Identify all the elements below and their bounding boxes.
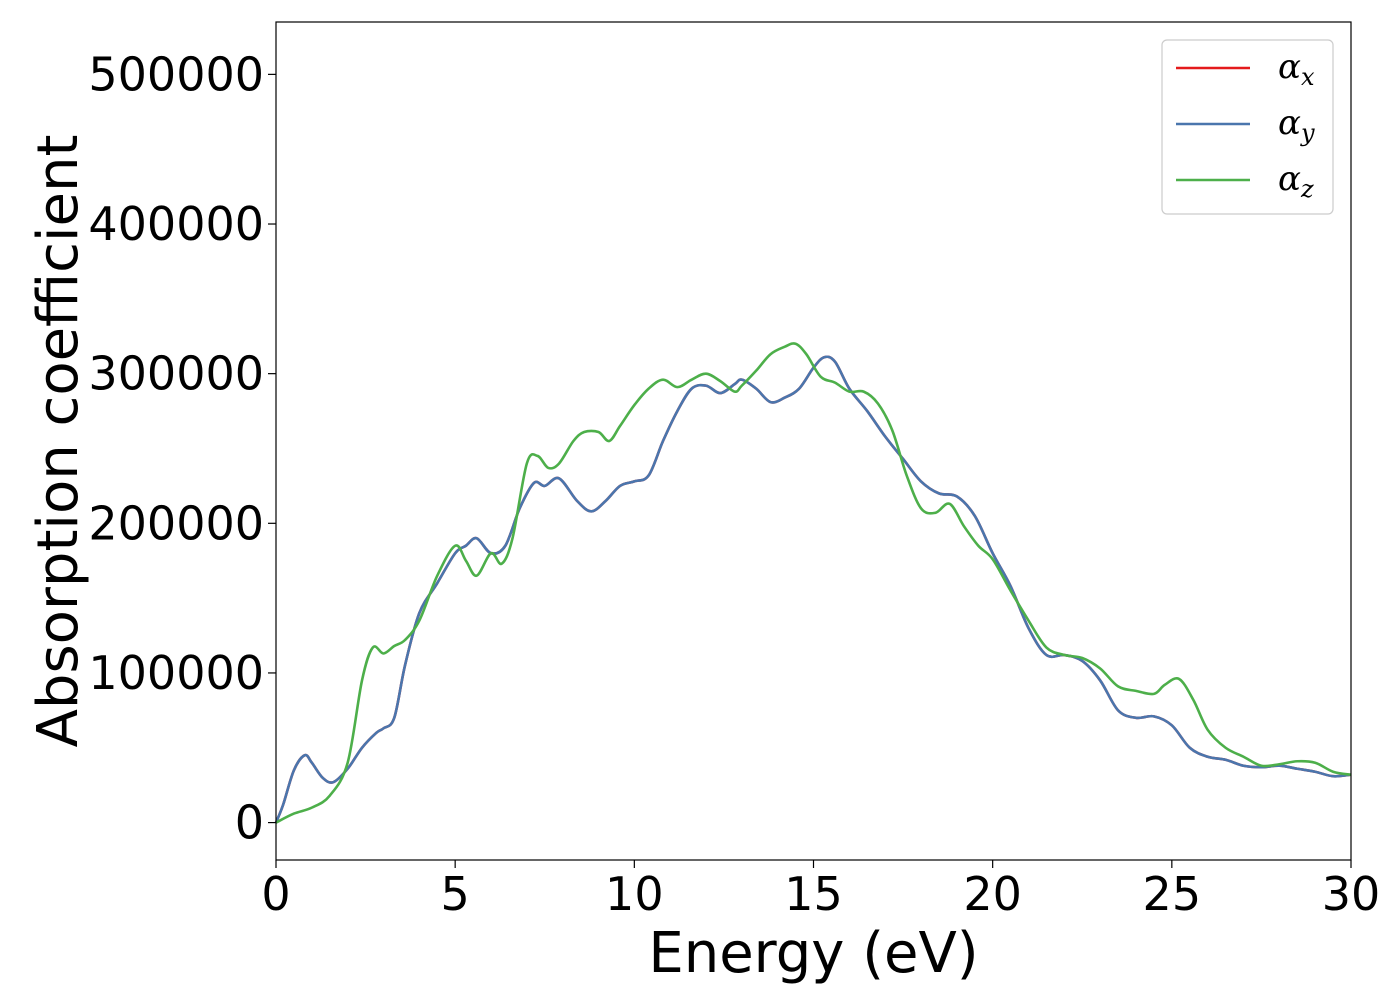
x-tick-label: 25 (1143, 867, 1202, 921)
series-line-x (274, 355, 1352, 824)
legend: αx αy αz (1161, 39, 1334, 215)
y-axis-ticks: 0 100000 200000 300000 400000 500000 (88, 47, 276, 850)
legend-entry: αx (1278, 47, 1315, 91)
y-tick-label: 0 (235, 796, 264, 850)
legend-entry: αy (1278, 103, 1315, 147)
x-tick-label: 20 (963, 867, 1022, 921)
x-tick-label: 5 (441, 867, 470, 921)
y-tick-label: 400000 (88, 197, 264, 251)
x-tick-label: 0 (261, 867, 290, 921)
x-tick-label: 30 (1322, 867, 1381, 921)
y-tick-label: 200000 (88, 496, 264, 550)
legend-box (1161, 39, 1334, 215)
x-axis-title: Energy (eV) (648, 921, 978, 986)
x-axis-ticks: 0 5 10 15 20 25 30 (261, 860, 1380, 921)
y-tick-label: 300000 (88, 347, 264, 401)
y-tick-label: 100000 (88, 646, 264, 700)
series-line-y (274, 355, 1352, 824)
y-axis-title: Absorption coefficient (26, 135, 91, 748)
series-lines (274, 342, 1352, 824)
x-tick-label: 15 (784, 867, 843, 921)
x-tick-label: 10 (605, 867, 664, 921)
y-tick-label: 500000 (88, 47, 264, 101)
legend-entry: αz (1278, 159, 1314, 203)
series-line-z (275, 342, 1352, 824)
